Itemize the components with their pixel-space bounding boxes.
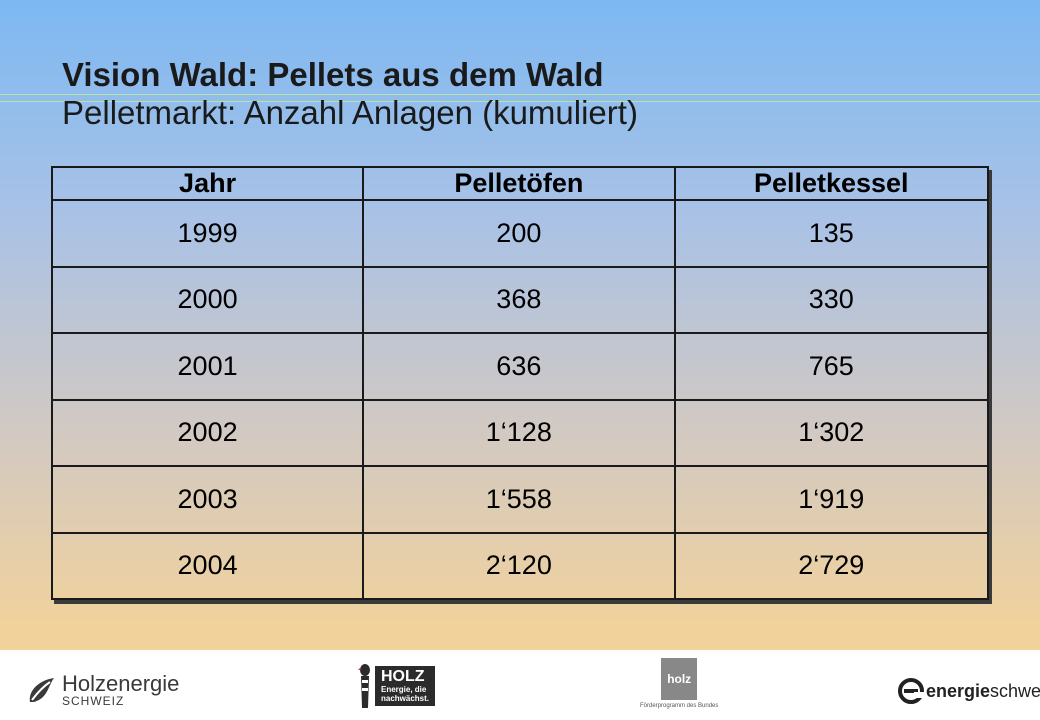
cell-pelletoefen: 1‘128 (362, 398, 676, 467)
cell-pelletoefen: 368 (362, 265, 676, 334)
holz-tagline-1: Energie, die (381, 685, 427, 694)
flame-leaf-icon (29, 678, 54, 702)
cell-jahr: 2003 (50, 465, 365, 534)
table-row: 1999 200 135 (50, 199, 990, 268)
table-row: 2001 636 765 (50, 332, 990, 401)
pellet-table: Jahr Pelletöfen Pelletkessel 1999 200 13… (50, 166, 990, 600)
cell-jahr: 2002 (50, 398, 365, 467)
holzenergie-sub: SCHWEIZ (62, 694, 125, 708)
energie-e-icon (898, 678, 924, 704)
cell-pelletoefen: 2‘120 (362, 531, 676, 600)
header-pelletkessel: Pelletkessel (673, 166, 990, 201)
energie-part-2: schweiz (990, 680, 1040, 701)
holz-tagline-2: nachwächst. (381, 694, 430, 703)
cell-pelletkessel: 1‘302 (673, 398, 990, 467)
header-pelletoefen: Pelletöfen (362, 166, 676, 201)
decorative-line-1 (0, 94, 1040, 95)
holz-program-mark: holz (661, 658, 698, 700)
title-block: Vision Wald: Pellets aus dem Wald Pellet… (62, 56, 638, 132)
header-jahr: Jahr (50, 166, 365, 201)
table-row: 2000 368 330 (50, 265, 990, 334)
footer-logo-bar: Holzenergie SCHWEIZ HOLZ Energie, die na… (0, 650, 1040, 720)
cell-jahr: 2000 (50, 265, 365, 334)
holzenergie-logo: Holzenergie SCHWEIZ (26, 671, 180, 708)
holz-program-caption: Förderprogramm des Bundes (640, 703, 719, 709)
cell-pelletkessel: 1‘919 (673, 465, 990, 534)
holzenergie-name: Holzenergie (62, 671, 180, 696)
cell-pelletoefen: 200 (362, 199, 676, 268)
cell-pelletoefen: 1‘558 (362, 465, 676, 534)
table-row: 2003 1‘558 1‘919 (50, 465, 990, 534)
energie-part-1: energie (926, 680, 991, 701)
table-row: 2004 2‘120 2‘729 (50, 531, 990, 600)
cell-pelletoefen: 636 (362, 332, 676, 401)
cell-pelletkessel: 135 (673, 199, 990, 268)
holz-program-logo: holz Förderprogramm des Bundes (640, 658, 718, 709)
energieschweiz-logo: energieschweiz (898, 678, 1040, 704)
slide-title: Vision Wald: Pellets aus dem Wald (62, 56, 604, 93)
cell-jahr: 2004 (50, 531, 365, 600)
pellet-table-container: Jahr Pelletöfen Pelletkessel 1999 200 13… (50, 166, 990, 600)
holz-name: HOLZ (381, 668, 425, 685)
cell-pelletkessel: 330 (673, 265, 990, 334)
slide-subtitle: Pelletmarkt: Anzahl Anlagen (kumuliert) (62, 94, 638, 131)
cell-pelletkessel: 2‘729 (673, 531, 990, 600)
cell-jahr: 2001 (50, 332, 365, 401)
woodpecker-icon (358, 664, 370, 708)
cell-pelletkessel: 765 (673, 332, 990, 401)
table-header-row: Jahr Pelletöfen Pelletkessel (50, 166, 990, 201)
decorative-line-2 (0, 101, 1040, 102)
holz-logo: HOLZ Energie, die nachwächst. (358, 660, 436, 712)
table-row: 2002 1‘128 1‘302 (50, 398, 990, 467)
cell-jahr: 1999 (50, 199, 365, 268)
